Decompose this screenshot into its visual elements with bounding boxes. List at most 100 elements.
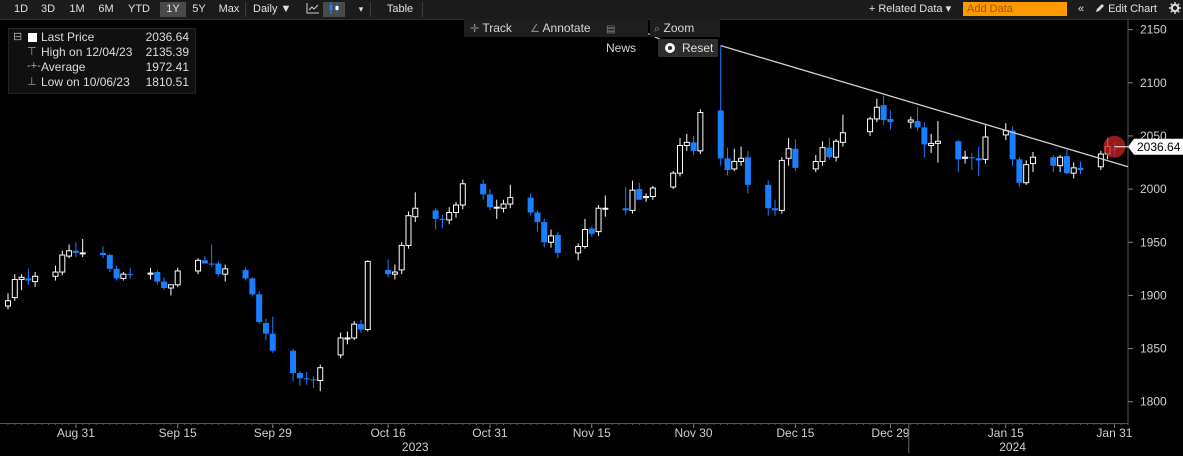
zoom-label: Zoom [663,21,695,35]
trendline-segment [720,44,1129,168]
line-chart-icon[interactable] [302,2,324,17]
collapse-icon[interactable]: « [1077,3,1085,15]
candle-body-down [72,250,79,253]
candle [907,116,914,129]
candle-body-down [1016,159,1023,183]
candle [296,370,303,386]
candle [921,122,928,158]
candle-body-up [738,157,745,162]
candle-body-up [778,159,785,211]
candle [677,138,683,177]
candle [649,185,656,200]
candle-body-down [439,218,446,220]
candle [724,147,731,176]
candle-body-up [500,203,507,209]
candle [310,376,317,388]
candle-body-down [717,110,724,159]
zoom-button[interactable]: ⌕ Zoom [654,19,694,37]
candle-body-down [690,142,697,151]
news-button[interactable]: ▤ News [606,19,648,55]
x-tick-label: Oct 31 [472,426,508,440]
candle-body-down [541,222,548,243]
annotate-icon: ∠ [530,23,540,35]
candle [670,171,677,190]
chart-type-dropdown-icon[interactable]: ▾ [358,4,364,14]
range-1d-button[interactable]: 1D [13,3,29,15]
candle [548,229,555,248]
last-price-value: 2036.64 [145,30,189,44]
candle-body-down [385,269,392,275]
related-data-button[interactable]: + Related Data ▾ [868,3,952,15]
candle [256,291,263,325]
candle-body-down [826,147,833,158]
candle [500,199,507,213]
candle [744,150,751,194]
candle [385,259,392,278]
candle-body-down [955,141,962,160]
candle [975,146,982,177]
candle [100,246,107,259]
range-max-button[interactable]: Max [218,3,240,15]
range-1y-button[interactable]: 1Y [160,2,186,17]
table-button[interactable]: Table [386,3,414,15]
x-tick-label: Nov 30 [675,426,713,440]
legend-expand-icon: ⊟ [13,31,23,43]
legend-last-price[interactable]: ⊟ Last Price 2036.64 [9,30,195,45]
average-label: Average [41,60,86,74]
candle [357,319,364,333]
edit-chart-button[interactable]: Edit Chart [1092,2,1168,17]
add-data-input[interactable] [963,2,1067,16]
candle [683,133,690,151]
candle [106,253,113,273]
candle-body-up [839,132,846,143]
candle [167,284,174,296]
crosshair-icon: ✛ [470,23,480,35]
candle [880,95,887,126]
high-label: High on 12/04/23 [41,45,133,59]
candle [1023,160,1030,185]
candle [242,267,249,281]
legend-high: ⊤ High on 12/04/23 2135.39 [9,45,195,60]
candle [127,267,134,279]
candle-body-up [222,268,229,275]
candle [161,277,168,291]
range-1m-button[interactable]: 1M [69,3,85,15]
candle [432,208,439,230]
candle-body-down [161,281,168,288]
candle [738,146,745,166]
candle [113,265,120,281]
annotate-button[interactable]: ∠ Annotate [530,19,591,37]
candle [398,242,405,275]
last-price-label: Last Price [41,30,95,44]
candle-body-up [982,136,989,160]
candle [914,107,921,131]
candle-body-up [548,235,555,243]
candle [337,332,344,359]
candle-body-down [792,148,799,168]
reset-button[interactable]: Reset [658,39,718,57]
candle [772,199,779,216]
range-ytd-button[interactable]: YTD [128,3,150,15]
candle-body-up [629,189,636,211]
annotate-label: Annotate [542,21,591,35]
candle-body-down [154,272,161,282]
candle [928,133,935,153]
candle-body-down [201,260,208,264]
x-tick-label: Nov 15 [573,426,611,440]
x-tick-label: Aug 31 [57,426,95,440]
year-label: 2024 [999,440,1026,454]
candle [290,348,297,382]
reset-icon-dot [668,46,672,50]
candle [1077,161,1084,175]
range-3d-button[interactable]: 3D [40,3,56,15]
candle [826,138,833,160]
range-5y-button[interactable]: 5Y [192,3,206,15]
range-6m-button[interactable]: 6M [98,3,114,15]
candle-body-down [887,118,894,123]
candle-body-up [1097,153,1104,168]
candlestick-icon[interactable] [323,2,345,17]
gear-icon[interactable] [1165,2,1183,17]
track-button[interactable]: ✛ Track [470,19,512,37]
interval-dropdown[interactable]: Daily ▼ [253,3,292,15]
